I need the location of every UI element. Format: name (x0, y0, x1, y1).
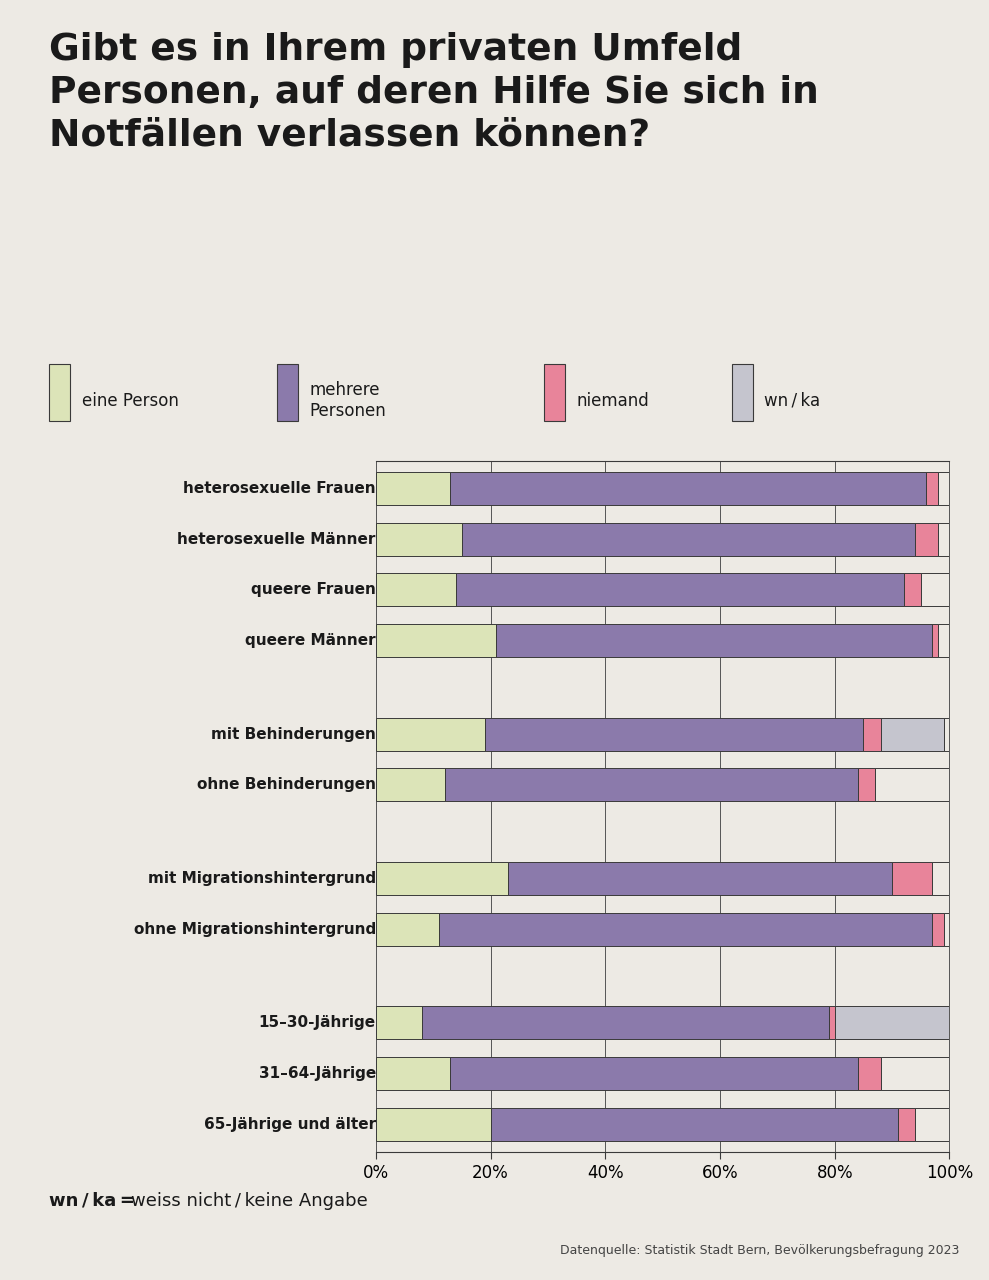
Text: ohne Behinderungen: ohne Behinderungen (197, 777, 376, 792)
Bar (863, 718, 880, 750)
Text: wn / ka: wn / ka (764, 392, 821, 410)
Bar (421, 1006, 829, 1039)
Bar (880, 1057, 949, 1091)
Bar (938, 472, 949, 506)
Text: 65-Jährige und älter: 65-Jährige und älter (204, 1116, 376, 1132)
Bar (376, 625, 496, 657)
Bar (944, 913, 949, 946)
Bar (933, 625, 938, 657)
Text: wn / ka =: wn / ka = (49, 1192, 138, 1210)
Bar (376, 522, 462, 556)
Bar (944, 718, 949, 750)
Text: mit Behinderungen: mit Behinderungen (211, 727, 376, 741)
Bar (456, 573, 904, 607)
Bar (927, 472, 938, 506)
Text: Gibt es in Ihrem privaten Umfeld
Personen, auf deren Hilfe Sie sich in
Notfällen: Gibt es in Ihrem privaten Umfeld Persone… (49, 32, 819, 154)
Bar (933, 863, 949, 895)
Text: queere Männer: queere Männer (245, 634, 376, 648)
Bar (938, 625, 949, 657)
Bar (507, 863, 892, 895)
Bar (450, 472, 927, 506)
Text: weiss nicht / keine Angabe: weiss nicht / keine Angabe (131, 1192, 367, 1210)
Text: heterosexuelle Frauen: heterosexuelle Frauen (183, 481, 376, 497)
Bar (376, 573, 456, 607)
Bar (376, 863, 507, 895)
Bar (376, 913, 439, 946)
Text: niemand: niemand (577, 392, 649, 410)
Text: ohne Migrationshintergrund: ohne Migrationshintergrund (134, 922, 376, 937)
Bar (496, 625, 933, 657)
Bar (376, 718, 485, 750)
Bar (915, 1107, 949, 1140)
Bar (485, 718, 863, 750)
Bar (835, 1006, 949, 1039)
Text: mehrere
Personen: mehrere Personen (310, 381, 387, 420)
Text: queere Frauen: queere Frauen (251, 582, 376, 598)
Bar (445, 768, 857, 801)
Bar (376, 1006, 421, 1039)
Bar (491, 1107, 898, 1140)
Bar (376, 472, 450, 506)
Bar (829, 1006, 835, 1039)
Bar (376, 1057, 450, 1091)
Bar (376, 1107, 491, 1140)
Bar (857, 1057, 880, 1091)
Bar (933, 913, 944, 946)
Text: eine Person: eine Person (82, 392, 179, 410)
Bar (439, 913, 933, 946)
Bar (880, 718, 944, 750)
Text: Datenquelle: Statistik Stadt Bern, Bevölkerungsbefragung 2023: Datenquelle: Statistik Stadt Bern, Bevöl… (560, 1244, 959, 1257)
Text: mit Migrationshintergrund: mit Migrationshintergrund (147, 872, 376, 886)
Text: 15–30-Jährige: 15–30-Jährige (259, 1015, 376, 1030)
Bar (875, 768, 949, 801)
Bar (898, 1107, 915, 1140)
Bar (857, 768, 875, 801)
Text: 31–64-Jährige: 31–64-Jährige (258, 1066, 376, 1082)
Bar (938, 522, 949, 556)
Bar (921, 573, 949, 607)
Bar (376, 768, 445, 801)
Bar (904, 573, 921, 607)
Bar (450, 1057, 857, 1091)
Bar (915, 522, 938, 556)
Text: heterosexuelle Männer: heterosexuelle Männer (177, 531, 376, 547)
Bar (462, 522, 915, 556)
Bar (892, 863, 933, 895)
